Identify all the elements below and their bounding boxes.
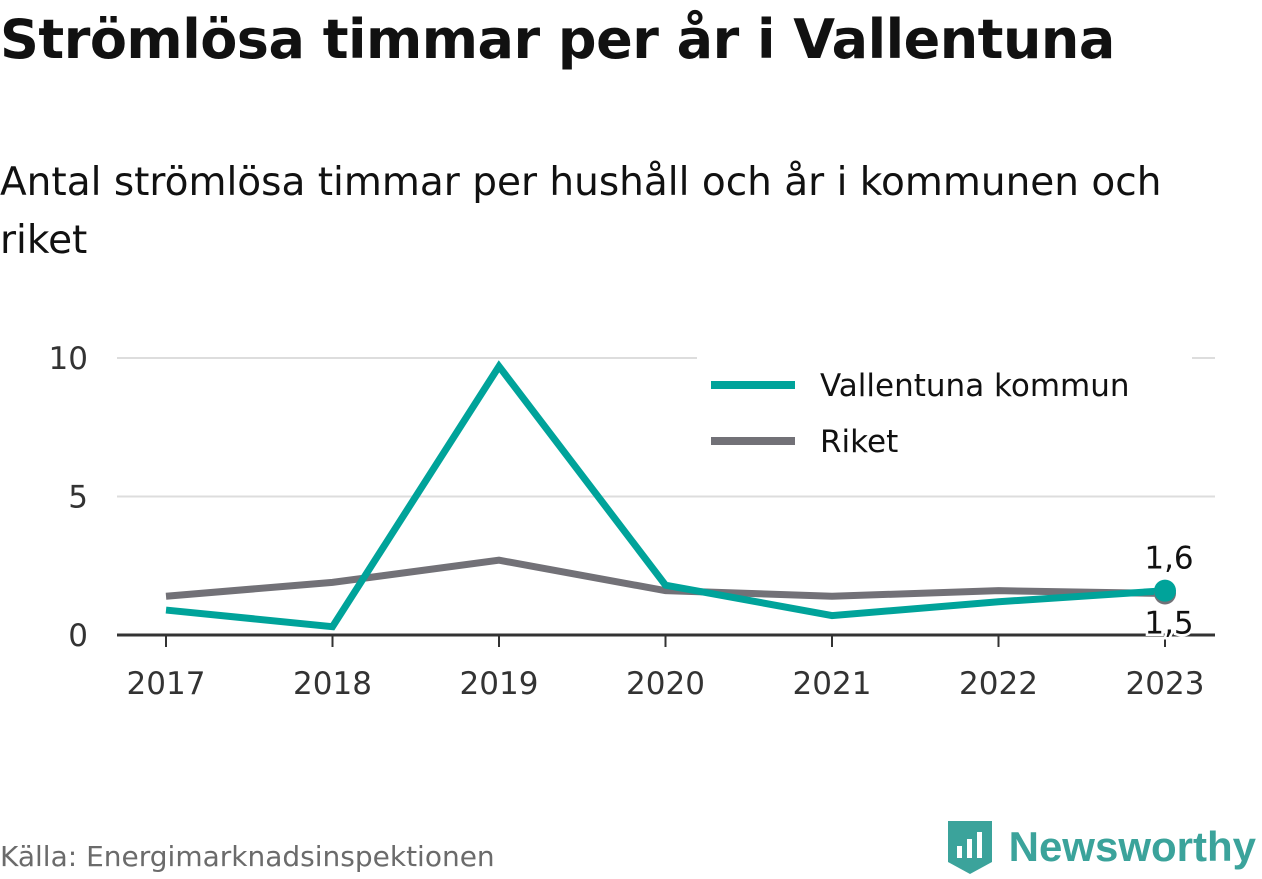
y-axis: 0 5 10 <box>49 341 88 654</box>
data-labels: 1,6 1,5 <box>1142 538 1196 644</box>
legend-label: Vallentuna kommun <box>820 368 1130 404</box>
series-end-point <box>1154 579 1176 602</box>
x-tick-label: 2022 <box>959 666 1038 702</box>
legend: Vallentuna kommun Riket <box>697 356 1192 476</box>
x-tick-label: 2020 <box>626 666 705 702</box>
chart-subtitle: Antal strömlösa timmar per hushåll och å… <box>0 160 1162 263</box>
legend-label: Riket <box>820 424 898 460</box>
end-value-label: 1,6 <box>1144 541 1193 577</box>
series-line-riket <box>165 556 1166 600</box>
brand-name: Newsworthy <box>1008 823 1256 870</box>
x-tick-label: 2018 <box>293 666 372 702</box>
y-tick-label: 5 <box>68 480 88 516</box>
series-line-vallentuna-kommun <box>165 360 1166 631</box>
x-tick-label: 2023 <box>1126 666 1205 702</box>
legend-background <box>697 356 1192 476</box>
source-note: Källa: Energimarknadsinspektionen <box>0 840 495 873</box>
y-tick-label: 10 <box>49 341 88 377</box>
x-tick-label: 2021 <box>793 666 872 702</box>
series-lines <box>165 360 1176 631</box>
end-value-label: 1,5 <box>1144 606 1193 642</box>
y-tick-label: 0 <box>68 618 88 654</box>
x-axis: 2017 2018 2019 2020 2021 2022 2023 <box>127 635 1205 702</box>
x-tick-label: 2019 <box>460 666 539 702</box>
brand-logo: Newsworthy <box>945 818 1256 876</box>
x-tick-label: 2017 <box>127 666 206 702</box>
chart-title: Strömlösa timmar per år i Vallentuna <box>0 8 1115 71</box>
newsworthy-logo-icon <box>947 821 992 874</box>
line-chart: 0 5 10 2017 2018 2019 2020 2021 2022 2023 Vallen… <box>49 341 1215 702</box>
